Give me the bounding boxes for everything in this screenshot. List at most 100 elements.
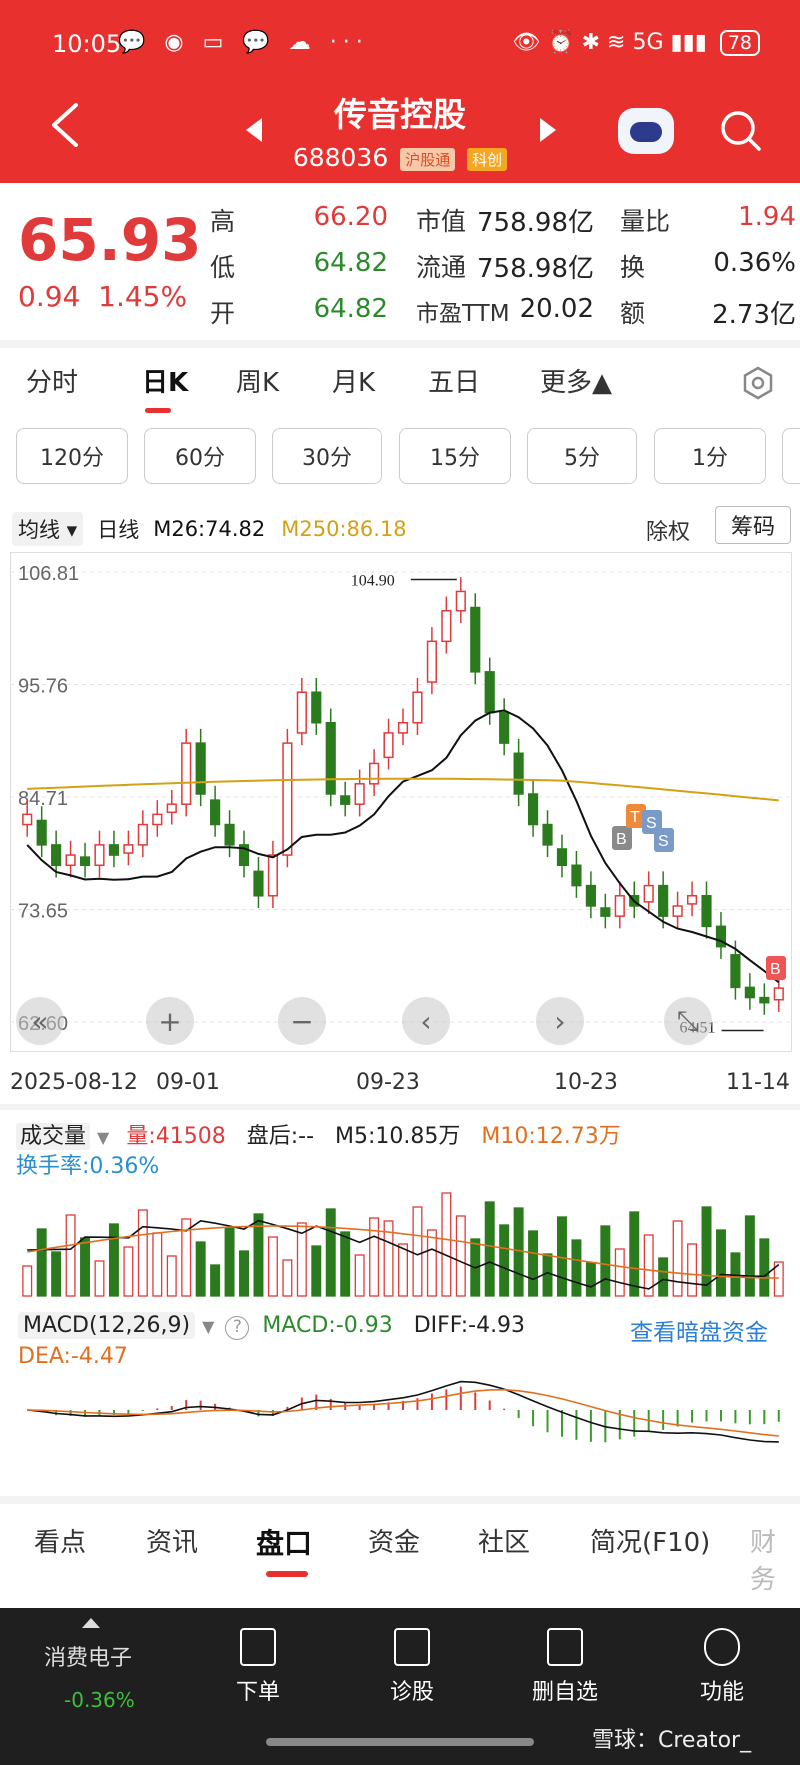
- kline-chart-frame: [10, 552, 792, 1052]
- adjust-button[interactable]: 除权: [646, 520, 691, 545]
- scroll-left-icon[interactable]: ‹: [402, 997, 450, 1045]
- tab-more[interactable]: 更多▲: [540, 368, 612, 398]
- volume-bar: [224, 1227, 235, 1297]
- candle-body: [210, 799, 221, 826]
- assistant-robot-icon[interactable]: [618, 108, 674, 154]
- candle-body: [181, 742, 192, 805]
- minute-btn-5[interactable]: 5分: [527, 428, 637, 484]
- candle-body: [267, 854, 279, 897]
- volume-bar: [571, 1239, 582, 1297]
- y-tick-label: 73.65: [18, 901, 68, 923]
- candle-body: [152, 813, 163, 826]
- minute-btn-60[interactable]: 60分: [144, 428, 256, 484]
- tab-highlights[interactable]: 看点: [34, 1528, 87, 1558]
- low-label: 低: [210, 253, 236, 282]
- last-price: 65.93: [18, 206, 202, 274]
- tab-daily[interactable]: 日K: [142, 368, 189, 398]
- scroll-right-icon[interactable]: ›: [536, 997, 584, 1045]
- candle-body: [224, 823, 235, 846]
- order-button[interactable]: 下单: [236, 1628, 280, 1706]
- candle-body: [325, 721, 336, 795]
- chips-button[interactable]: 筹码: [715, 506, 791, 544]
- volume-bar: [195, 1241, 206, 1297]
- tab-five-day[interactable]: 五日: [428, 368, 481, 398]
- divider: [0, 340, 800, 348]
- minute-btn-more[interactable]: [782, 428, 800, 484]
- candle-body: [108, 844, 120, 856]
- ma26-value: M26:74.82: [153, 517, 266, 541]
- tab-monthly[interactable]: 月K: [332, 368, 376, 398]
- candle-body: [311, 691, 322, 724]
- tab-intraday[interactable]: 分时: [26, 368, 79, 398]
- volume-bar: [137, 1209, 148, 1297]
- ma250-line: [27, 777, 779, 802]
- tab-funds[interactable]: 资金: [368, 1528, 421, 1558]
- candle-body: [340, 795, 351, 805]
- volume-chart[interactable]: [10, 1180, 792, 1300]
- candle-body: [527, 793, 539, 826]
- tab-orderbook[interactable]: 盘口: [256, 1527, 313, 1560]
- candle-body: [513, 752, 524, 795]
- candle-body: [585, 884, 596, 907]
- candle-body: [730, 954, 741, 989]
- y-tick-label: 106.81: [18, 563, 79, 585]
- zoom-out-all-icon[interactable]: «: [16, 997, 64, 1045]
- hidden-fund-link[interactable]: 查看暗盘资金: [630, 1320, 768, 1346]
- volume-bar: [672, 1220, 683, 1297]
- divider: [0, 1104, 800, 1110]
- minute-btn-15[interactable]: 15分: [399, 428, 511, 484]
- volume-bar: [282, 1259, 293, 1297]
- remove-watchlist-button[interactable]: 删自选: [532, 1628, 598, 1706]
- prev-stock-icon[interactable]: [246, 118, 262, 142]
- search-icon[interactable]: [718, 108, 762, 152]
- settings-hex-icon[interactable]: [741, 366, 775, 400]
- volume-dropdown[interactable]: 成交量: [16, 1123, 91, 1150]
- minus-box-icon: [547, 1628, 583, 1666]
- next-stock-icon[interactable]: [540, 118, 556, 142]
- watermark: 雪球：Creator_: [592, 1728, 752, 1753]
- price-change: 0.94 1.45%: [18, 280, 187, 313]
- help-icon[interactable]: ?: [225, 1316, 250, 1340]
- functions-button[interactable]: 功能: [700, 1628, 744, 1706]
- zoom-in-icon[interactable]: +: [146, 997, 194, 1045]
- diagnose-label: 诊股: [390, 1680, 435, 1705]
- volume-bar: [441, 1192, 452, 1297]
- volume-bar: [629, 1211, 640, 1297]
- macd-chart[interactable]: [10, 1340, 792, 1480]
- home-indicator[interactable]: [266, 1738, 534, 1746]
- volume-bar: [744, 1215, 755, 1297]
- minute-btn-120[interactable]: 120分: [16, 428, 128, 484]
- turnover-label: 换: [620, 253, 646, 282]
- tab-news[interactable]: 资讯: [146, 1528, 199, 1558]
- ma-dropdown[interactable]: 均线 ▾: [12, 512, 84, 546]
- stock-title: 传音控股: [334, 95, 466, 134]
- tab-weekly[interactable]: 周K: [236, 368, 280, 398]
- functions-label: 功能: [700, 1680, 745, 1705]
- volume-bar: [22, 1265, 33, 1297]
- volume-legend: 成交量 ▼ 量:41508 盘后:-- M5:10.85万 M10:12.73万: [16, 1118, 621, 1150]
- candle-body: [426, 640, 437, 683]
- dropdown-caret-icon: ▼: [202, 1317, 215, 1336]
- minute-btn-30[interactable]: 30分: [272, 428, 382, 484]
- candle-body: [253, 870, 264, 897]
- status-indicators: 👁 ⏰ ✱ ≋ 5G ▮▮▮: [512, 30, 707, 55]
- diagnose-button[interactable]: 诊股: [390, 1628, 434, 1706]
- back-icon[interactable]: [48, 102, 82, 148]
- zoom-out-icon[interactable]: −: [278, 997, 326, 1045]
- macd-dropdown[interactable]: MACD(12,26,9): [18, 1312, 196, 1339]
- after-hours-value: 盘后:--: [246, 1124, 315, 1149]
- tab-profile[interactable]: 简况(F10): [590, 1528, 711, 1558]
- fullscreen-icon[interactable]: ⤡: [664, 997, 712, 1045]
- kline-chart[interactable]: 106.8195.7684.7173.6562.60104.9064.51BTS…: [10, 552, 792, 1052]
- ma-legend: 均线 ▾ 日线 M26:74.82 M250:86.18: [12, 510, 407, 548]
- volume-bar: [614, 1248, 625, 1297]
- tab-financials[interactable]: 财务: [750, 1528, 777, 1595]
- candle-body: [79, 856, 91, 866]
- candle-body: [470, 606, 481, 673]
- tab-community[interactable]: 社区: [478, 1528, 531, 1558]
- volume-value: 量:41508: [126, 1124, 226, 1149]
- volume-bar: [687, 1243, 698, 1297]
- sector-name[interactable]: 消费电子: [44, 1646, 133, 1671]
- sector-change: -0.36%: [64, 1688, 135, 1712]
- minute-btn-1[interactable]: 1分: [654, 428, 766, 484]
